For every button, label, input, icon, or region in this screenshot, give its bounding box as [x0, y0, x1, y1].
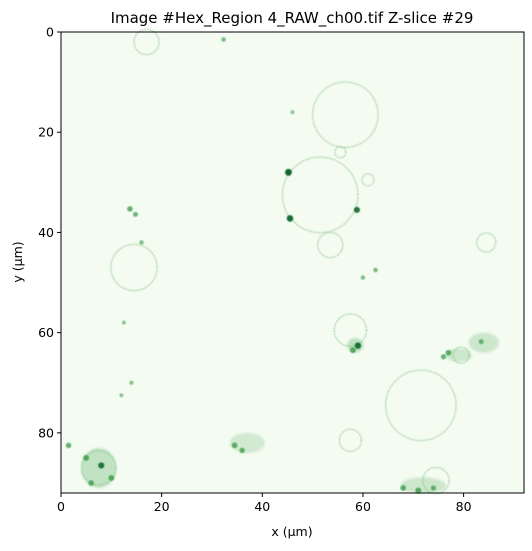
bright-spot-26 [119, 393, 124, 398]
vesicle-ring-3 [384, 369, 457, 442]
bright-spot-17 [415, 487, 422, 494]
bright-spot-12 [83, 454, 90, 461]
image-title: Image #Hex_Region 4_RAW_ch00.tif Z-slice… [111, 9, 474, 28]
vesicle-ring-8 [334, 146, 347, 159]
bright-spot-20 [221, 37, 226, 42]
x-axis: 0 20 40 60 80 [57, 493, 472, 514]
x-tick-label-2: 40 [254, 499, 270, 514]
bright-spot-21 [373, 267, 378, 273]
y-tick-label-2: 40 [38, 225, 54, 240]
vesicle-ring-1 [281, 156, 359, 234]
cluster-5 [445, 348, 472, 362]
bright-spot-27 [290, 110, 295, 115]
bright-spot-4 [132, 211, 139, 217]
vesicle-ring-5 [316, 231, 344, 259]
bright-spot-15 [88, 480, 95, 486]
y-tick-label-0: 0 [46, 25, 54, 40]
bright-spot-2 [353, 206, 360, 213]
vesicle-ring-0 [311, 81, 379, 149]
bright-spot-19 [65, 442, 72, 449]
vesicle-ring-12 [80, 450, 117, 486]
bright-spot-22 [360, 275, 366, 280]
bright-spot-8 [440, 354, 447, 360]
x-tick-label-4: 80 [456, 499, 472, 514]
cluster-0 [81, 447, 117, 489]
vesicle-ring-9 [133, 28, 160, 56]
plot-frame [60, 31, 525, 494]
vesicle-ring-13 [422, 466, 450, 495]
x-tick-label-1: 20 [154, 499, 170, 514]
vesicle-ring-4 [333, 313, 368, 347]
bright-spot-1 [286, 215, 294, 222]
bright-spot-23 [139, 240, 144, 245]
bright-spot-16 [400, 485, 407, 491]
bright-spot-24 [121, 320, 126, 325]
vesicle-ring-2 [110, 243, 158, 292]
bright-spot-25 [129, 380, 134, 385]
cluster-1 [229, 432, 265, 453]
bright-spot-7 [445, 349, 452, 356]
bright-spot-5 [354, 342, 362, 349]
x-tick-label-3: 60 [355, 499, 371, 514]
image-content [65, 28, 499, 495]
bright-spot-6 [349, 347, 356, 354]
image-canvas [61, 32, 524, 493]
bright-spot-10 [231, 442, 238, 449]
y-axis-label: y (μm) [10, 241, 25, 282]
vesicle-ring-6 [475, 232, 497, 253]
vesicle-ring-11 [452, 346, 470, 364]
vesicle-ring-7 [361, 173, 375, 187]
y-tick-label-1: 20 [38, 125, 54, 140]
x-tick-label-0: 0 [57, 499, 65, 514]
bright-spot-3 [127, 206, 133, 212]
y-axis: 0 20 40 60 80 [38, 25, 61, 440]
y-tick-label-3: 60 [38, 325, 54, 340]
vesicle-ring-10 [338, 428, 363, 453]
y-tick-label-4: 80 [38, 425, 54, 440]
bright-spot-13 [98, 462, 105, 469]
bright-spot-9 [478, 339, 484, 345]
x-axis-label: x (μm) [271, 524, 312, 539]
bright-spot-0 [285, 168, 292, 176]
bright-spot-14 [108, 475, 115, 481]
bright-spot-18 [430, 485, 437, 491]
cluster-2 [468, 332, 499, 353]
bright-spot-11 [239, 447, 245, 454]
